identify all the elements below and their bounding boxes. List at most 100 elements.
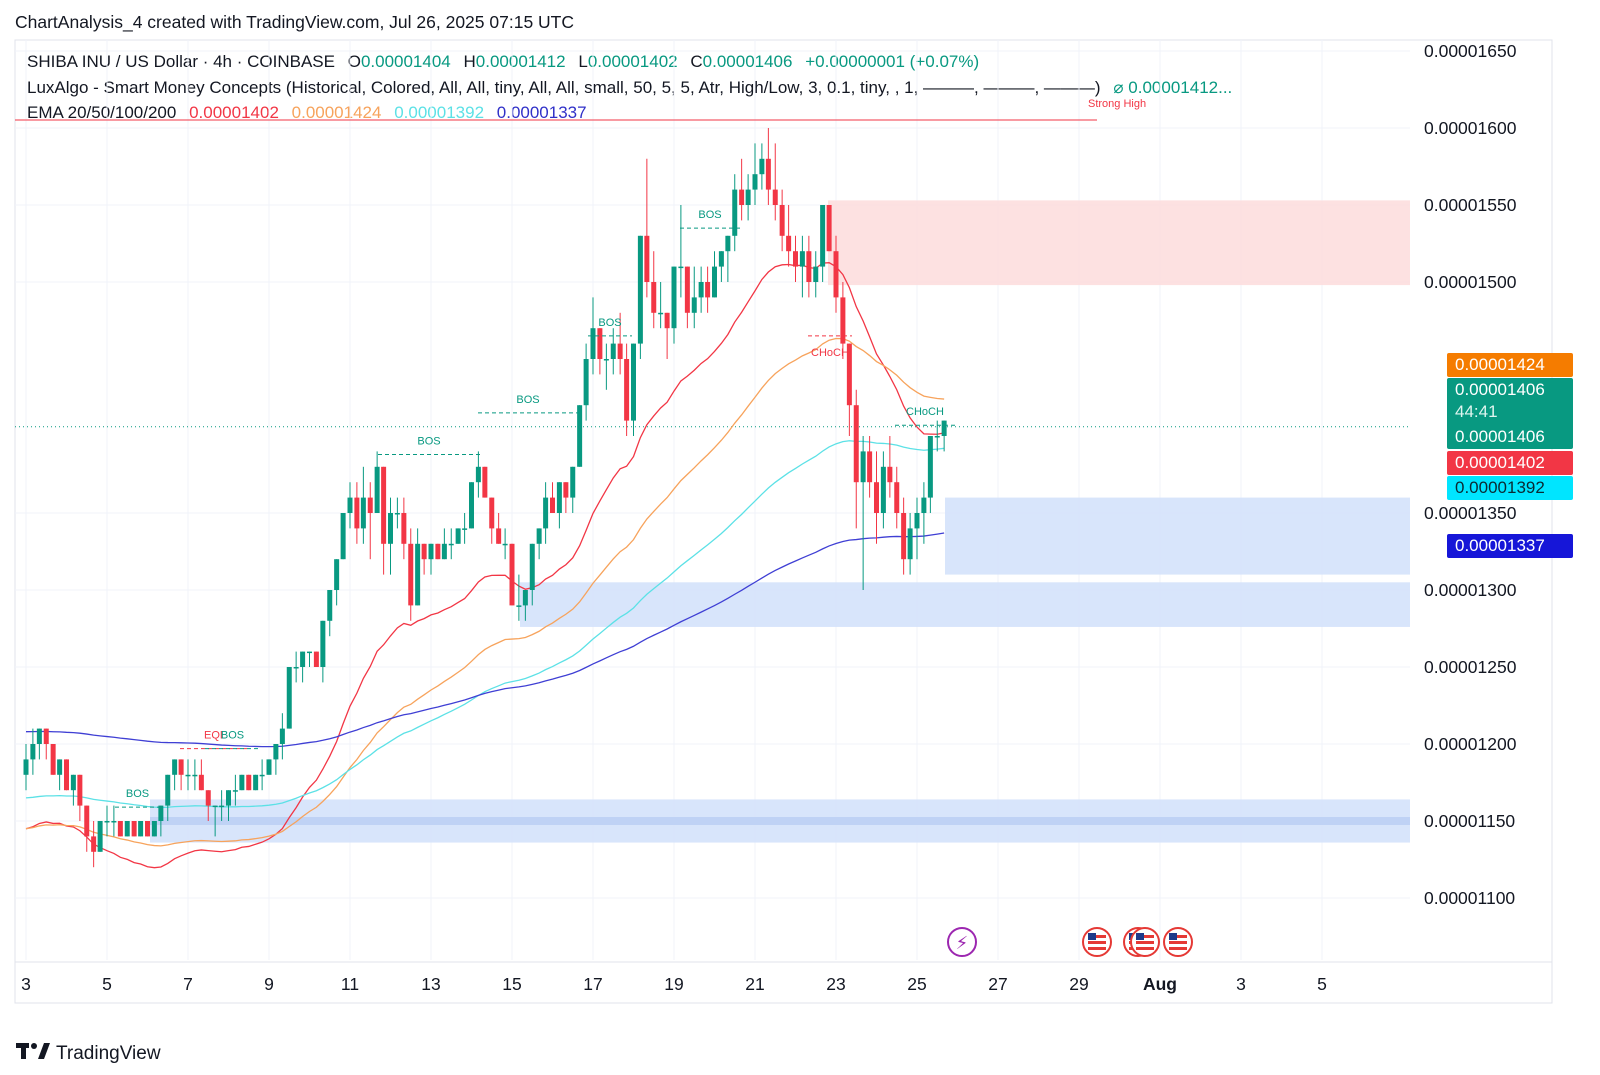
candle-body — [394, 513, 400, 515]
y-axis[interactable]: 0.00001650 0.00001600 0.00001550 0.00001500… — [1424, 41, 1517, 908]
y-tick-label: 0.00001550 — [1424, 195, 1517, 215]
legend-ema20-value: 0.00001402 — [189, 103, 279, 122]
candle-body — [934, 436, 940, 438]
candle-body — [712, 266, 717, 298]
candle-body — [846, 343, 852, 406]
structure-label: BOS — [221, 730, 244, 742]
legend-open-label: O — [347, 52, 361, 71]
candle-body — [23, 759, 29, 775]
candle-body — [671, 266, 677, 329]
candle-body — [496, 528, 502, 544]
candle-body — [43, 728, 49, 744]
y-tick-label: 0.00001600 — [1424, 118, 1517, 138]
tradingview-brand[interactable]: TradingView — [16, 1042, 161, 1065]
candle-body — [151, 821, 157, 837]
equal-lows-band — [150, 817, 1410, 825]
candle-body — [435, 543, 441, 560]
candle-body — [205, 790, 211, 806]
candle-body — [536, 528, 542, 544]
candle-body — [779, 205, 785, 236]
candle-body — [293, 667, 299, 669]
candle-body — [57, 759, 63, 775]
candle-body — [91, 836, 97, 852]
candle-body — [563, 482, 569, 498]
candle-body — [367, 497, 373, 513]
candle-body — [894, 482, 900, 513]
candle-body — [698, 282, 704, 298]
candle-body — [732, 189, 738, 236]
smc-zones — [15, 119, 1410, 843]
candle-body — [239, 774, 245, 791]
candle-body — [455, 528, 461, 544]
legend-ema-name[interactable]: EMA 20/50/100/200 — [27, 103, 177, 122]
candle-body — [158, 805, 164, 821]
candle-body — [124, 821, 130, 837]
candle-body — [813, 266, 819, 282]
legend-symbol-row: SHIBA INU / US Dollar · 4h · COINBASE O0… — [27, 52, 979, 72]
candle-body — [475, 466, 481, 483]
candle-body — [678, 266, 684, 269]
lightning-glyph: ⚡ — [956, 933, 969, 954]
candle-body — [874, 482, 879, 513]
candle-body — [165, 774, 171, 806]
candle-body — [765, 158, 771, 190]
x-tick-label: 3 — [1236, 974, 1246, 994]
candle-body — [684, 266, 690, 313]
candle-body — [833, 251, 839, 298]
close-price-value: 0.00001406 — [1455, 380, 1545, 399]
legend-open-value: 0.00001404 — [360, 52, 451, 71]
x-axis[interactable]: 3 5 7 9 11 13 15 17 19 21 23 25 27 29 Aug 3 5 — [21, 974, 1327, 994]
candle-body — [77, 774, 83, 806]
x-tick-label: 9 — [264, 974, 274, 994]
candle-body — [570, 466, 576, 498]
lightning-icon — [947, 927, 977, 957]
tradingview-logo-icon — [16, 1042, 50, 1065]
structure-label: BOS — [126, 788, 149, 800]
legend-high-value: 0.00001412 — [475, 52, 566, 71]
y-tick-label: 0.00001100 — [1424, 888, 1515, 908]
us-flag-stripe — [1136, 935, 1154, 938]
ema100-price-tag: 0.00001392 — [1447, 476, 1573, 500]
structure-label: CHoCH — [906, 406, 944, 418]
us-flag-stripe — [1088, 941, 1106, 944]
candle-body — [921, 497, 927, 513]
candle-body — [36, 728, 42, 744]
y-tick-label: 0.00001300 — [1424, 580, 1517, 600]
structure-label: CHoCH — [811, 347, 849, 359]
candle-body — [941, 420, 947, 436]
candle-body — [583, 359, 589, 406]
ema100-line — [25, 440, 945, 809]
candle-body — [624, 359, 630, 421]
candle-body — [880, 466, 886, 513]
candle-body — [651, 282, 657, 313]
candle-body — [320, 620, 326, 667]
candle-body — [64, 759, 69, 791]
legend-close-label: C — [690, 52, 703, 71]
candle-body — [138, 821, 144, 837]
candle-body — [253, 774, 259, 791]
us-flag-stripe — [1088, 947, 1106, 950]
candle-body — [603, 359, 609, 361]
candle-body — [705, 282, 711, 298]
structure-label: BOS — [516, 394, 539, 406]
y-tick-label: 0.00001500 — [1424, 272, 1517, 292]
candle-body — [489, 497, 495, 529]
legend-indicator-name[interactable]: LuxAlgo - Smart Money Concepts (Historic… — [27, 78, 1101, 97]
candle-body — [617, 343, 623, 359]
candle-body — [313, 651, 319, 667]
candle-body — [415, 543, 421, 606]
supply-zone — [828, 200, 1410, 286]
candle-body — [516, 605, 522, 607]
candle-body — [408, 543, 414, 606]
candle-body — [799, 251, 805, 267]
candle-body — [50, 744, 56, 775]
candle-body — [887, 466, 893, 483]
legend-symbol[interactable]: SHIBA INU / US Dollar · 4h · COINBASE — [27, 52, 335, 71]
candle-body — [529, 543, 535, 590]
candle-body — [111, 821, 117, 823]
candle-body — [752, 174, 758, 190]
x-tick-label: 5 — [102, 974, 112, 994]
candle-body — [759, 158, 765, 175]
candle-body — [104, 821, 110, 823]
